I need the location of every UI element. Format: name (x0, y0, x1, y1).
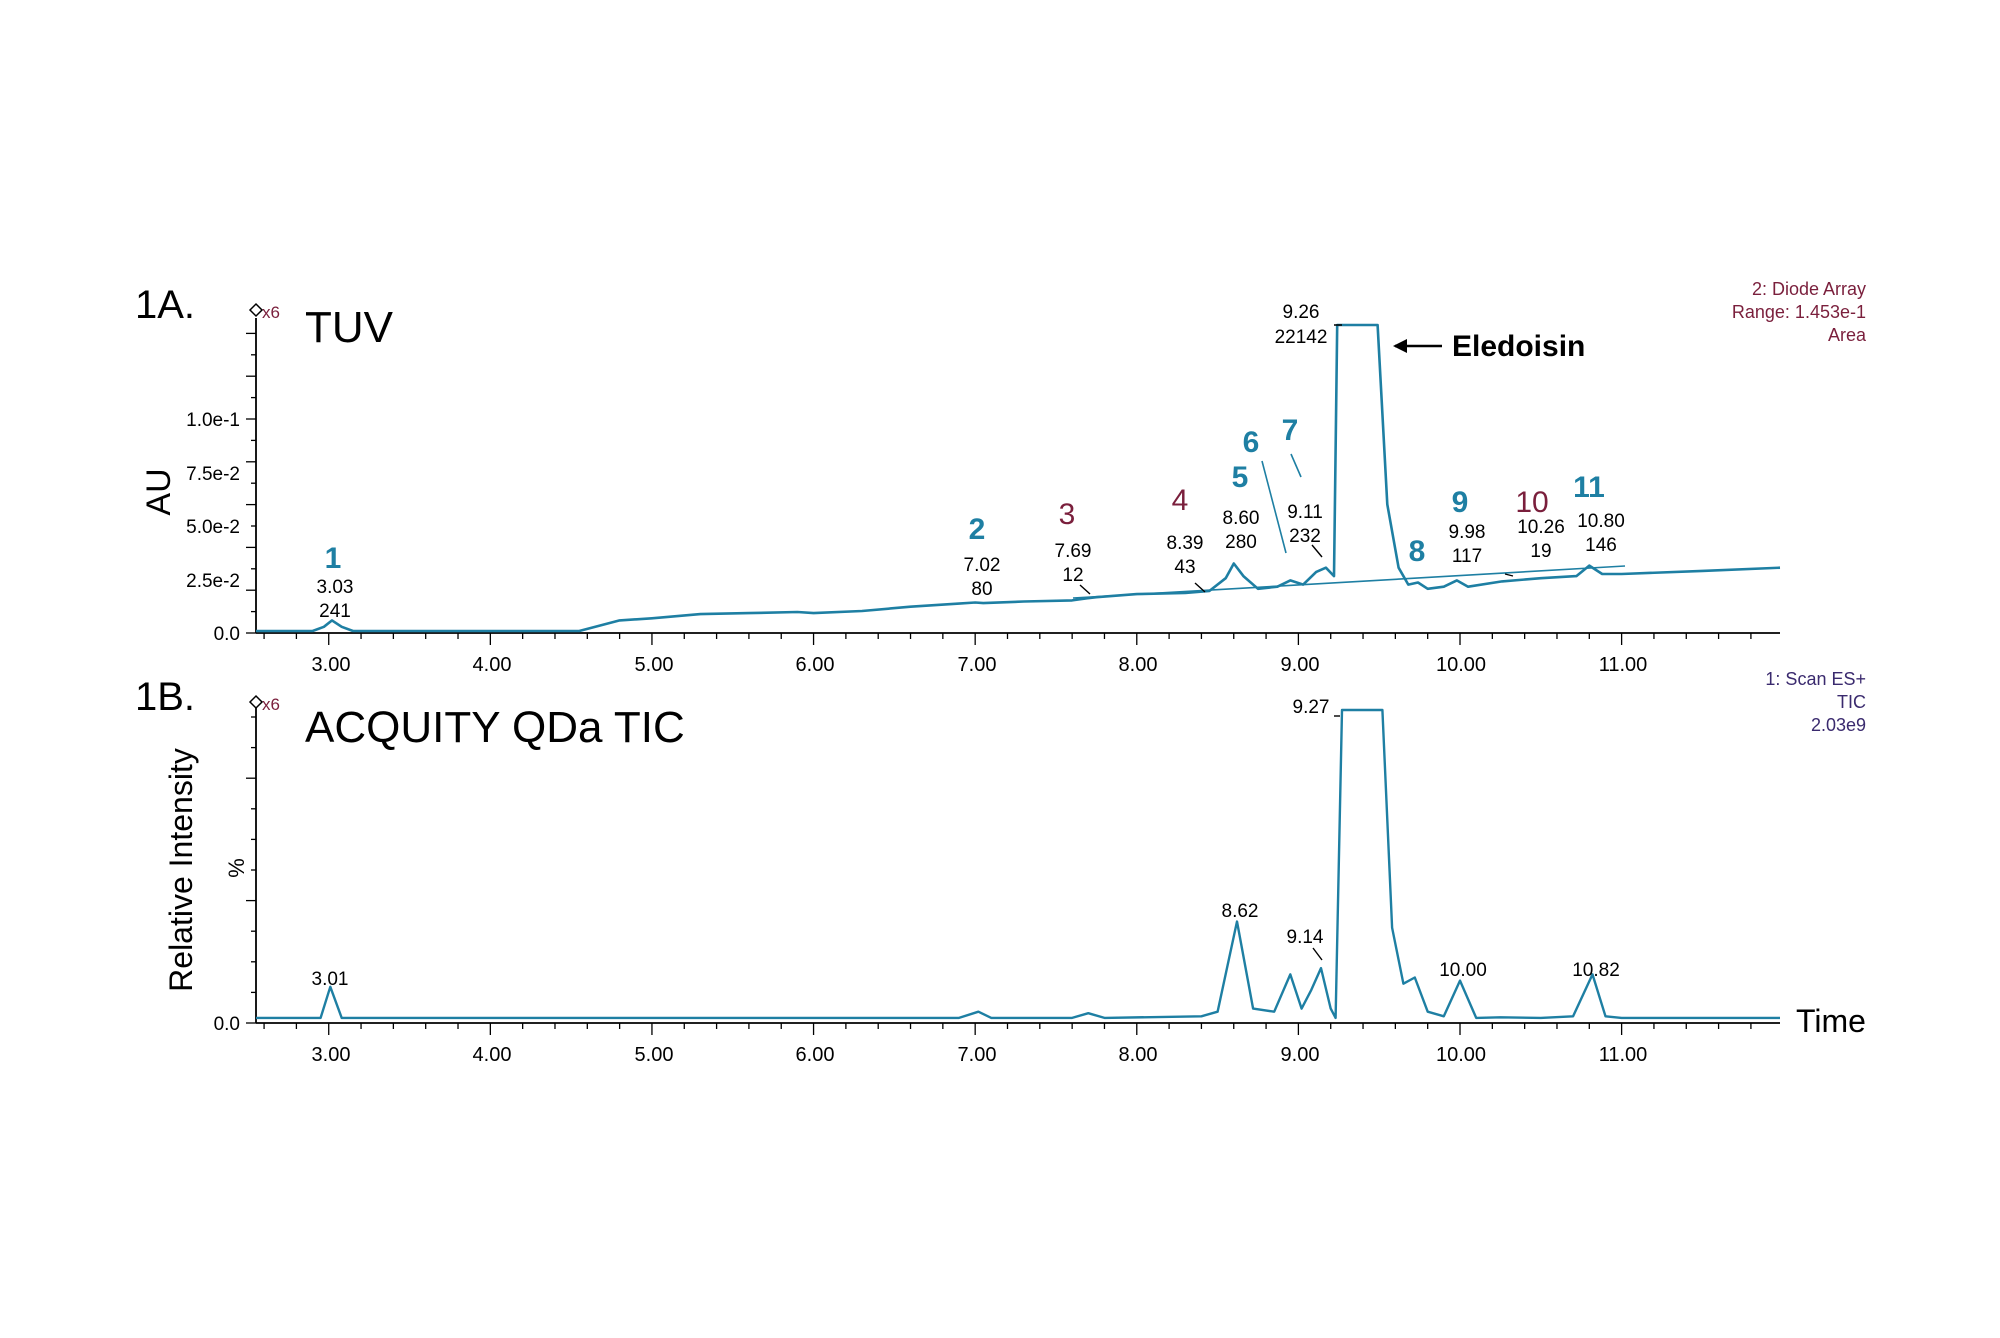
peak-area-label: 117 (1452, 546, 1482, 567)
tic-peak-label: 10.82 (1572, 960, 1620, 981)
peak-number-label: 5 (1232, 461, 1249, 494)
panel-b-xtick-label: 10.00 (1436, 1044, 1486, 1066)
panel-a-x6-marker-icon (248, 302, 264, 318)
peak-number-label: 9 (1452, 486, 1469, 519)
panel-a-xtick-label: 7.00 (958, 654, 997, 676)
panel-b-ytick-label: 0.0 (214, 1014, 240, 1035)
peak-number-label: 8 (1409, 535, 1426, 568)
panel-b-info-line: 1: Scan ES+ (1765, 669, 1866, 689)
panel-a-ytick-label: 2.5e-2 (186, 571, 240, 592)
panel-b-xlabel: Time (1796, 1003, 1866, 1039)
peak-4-tick (1194, 582, 1206, 593)
panel-b-xtick-label: 8.00 (1119, 1044, 1158, 1066)
tic-peak-label: 9.14 (1287, 927, 1324, 948)
panel-a-ytick-label: 5.0e-2 (186, 517, 240, 538)
peak-7-tick (1311, 544, 1323, 558)
peak-10-tick (1504, 573, 1514, 577)
peak-area-label: 12 (1062, 565, 1083, 586)
panel-b-xtick-label: 3.00 (312, 1044, 351, 1066)
panel-b-x6-marker-icon (248, 694, 264, 710)
panel-b-xtick-label: 9.00 (1281, 1044, 1320, 1066)
panel-b-x-ticks (263, 1023, 1752, 1035)
panel-b-y-unit: % (224, 858, 249, 878)
tic-trace (256, 708, 1780, 1020)
panel-a-xtick-label: 3.00 (312, 654, 351, 676)
panel-a-xtick-label: 8.00 (1119, 654, 1158, 676)
peak-area-label: 241 (319, 601, 351, 622)
peak-time-label: 7.69 (1055, 541, 1092, 562)
peak-number-label: 4 (1172, 484, 1189, 517)
panel-a-ylabel: AU (140, 468, 178, 515)
panel-a-x-ticks (263, 633, 1752, 645)
panel-b-info-line: TIC (1837, 692, 1866, 712)
panel-a-title: TUV (305, 303, 394, 352)
panel-b-xtick-label: 5.00 (635, 1044, 674, 1066)
peak-number-label: 3 (1059, 498, 1076, 531)
panel-b-xtick-label: 11.00 (1599, 1044, 1648, 1066)
tic-peak-9-14-leader (1312, 947, 1323, 961)
peak-number-label: 6 (1243, 426, 1260, 459)
main-peak-time: 9.26 (1283, 302, 1320, 323)
panel-b-xtick-label: 4.00 (473, 1044, 512, 1066)
peak-area-label: 280 (1225, 532, 1257, 553)
peak-number-label: 10 (1515, 486, 1548, 519)
peak-area-label: 43 (1174, 557, 1195, 578)
panel-b-title: ACQUITY QDa TIC (305, 703, 685, 752)
peak-time-label: 3.03 (317, 577, 354, 598)
panel-b: 1B. ACQUITY QDa TIC Relative Intensity %… (135, 669, 1866, 1066)
panel-b-xtick-label: 7.00 (958, 1044, 997, 1066)
peak-6-leader (1261, 460, 1287, 554)
panel-a-ytick-label: 0.0 (214, 624, 240, 645)
panel-a-info-line: Area (1828, 325, 1867, 345)
panel-a-xtick-label: 4.00 (473, 654, 512, 676)
panel-a-ytick-label: 7.5e-2 (186, 464, 240, 485)
panel-a-xtick-label: 10.00 (1436, 654, 1486, 676)
peak-time-label: 10.80 (1577, 511, 1625, 532)
peak-time-label: 8.60 (1223, 508, 1260, 529)
panel-a-info-line: Range: 1.453e-1 (1732, 302, 1866, 322)
peak-area-label: 80 (971, 579, 992, 600)
panel-b-x6-label: x6 (262, 695, 280, 714)
panel-a-xtick-label: 6.00 (796, 654, 835, 676)
peak-number-label: 1 (325, 542, 342, 575)
panel-b-info-line: 2.03e9 (1811, 715, 1866, 735)
peak-number-label: 11 (1573, 471, 1605, 504)
panel-a-info-line: 2: Diode Array (1752, 279, 1866, 299)
peak-area-label: 146 (1585, 535, 1617, 556)
peak-time-label: 10.26 (1517, 517, 1565, 538)
tuv-trace (256, 323, 1781, 633)
panel-b-xtick-label: 6.00 (796, 1044, 835, 1066)
panel-a-xtick-label: 5.00 (635, 654, 674, 676)
tuv-integration-baseline (1072, 565, 1626, 599)
peak-7-leader (1290, 453, 1302, 478)
panel-b-y-ticks (246, 716, 256, 1024)
panel-a: 1A. TUV AU x6 0.0 2.5e-2 5.0e-2 7.5e-2 1… (135, 279, 1867, 676)
main-peak-area: 22142 (1275, 327, 1328, 348)
tic-peak-label: 9.27 (1293, 697, 1330, 718)
panel-a-label: 1A. (135, 283, 195, 327)
peak-time-label: 7.02 (964, 555, 1001, 576)
tic-peak-label: 10.00 (1439, 960, 1487, 981)
eledoisin-label: Eledoisin (1452, 330, 1585, 363)
panel-a-xtick-label: 9.00 (1281, 654, 1320, 676)
peak-time-label: 8.39 (1167, 533, 1204, 554)
tic-peak-label: 3.01 (312, 969, 349, 990)
panel-a-y-ticks (246, 332, 256, 634)
peak-time-label: 9.11 (1287, 502, 1323, 523)
peak-3-tick (1079, 584, 1091, 595)
panel-b-ylabel: Relative Intensity (163, 748, 199, 992)
panel-a-ytick-label: 1.0e-1 (186, 410, 240, 431)
peak-area-label: 232 (1289, 526, 1321, 547)
panel-b-label: 1B. (135, 675, 195, 719)
panel-a-x6-label: x6 (262, 303, 280, 322)
eledoisin-arrowhead-icon (1393, 339, 1407, 353)
peak-number-label: 7 (1282, 414, 1299, 447)
panel-a-xtick-label: 11.00 (1599, 654, 1648, 676)
peak-time-label: 9.98 (1449, 522, 1486, 543)
tic-peak-label: 8.62 (1222, 901, 1259, 922)
peak-area-label: 19 (1530, 541, 1551, 562)
peak-number-label: 2 (969, 513, 986, 546)
